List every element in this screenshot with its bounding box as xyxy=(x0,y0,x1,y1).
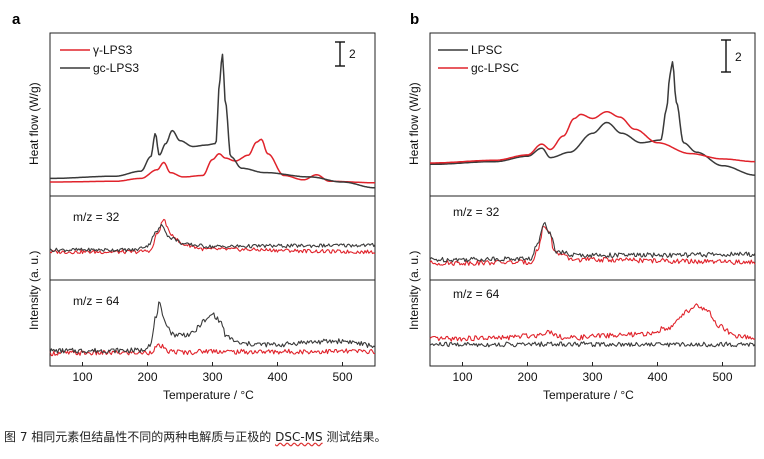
panel-b-scale-bar-label: 2 xyxy=(735,50,742,64)
panel-b-plot-area xyxy=(429,61,756,348)
x-tick-label: 500 xyxy=(712,370,732,384)
panel-b-intensity-ylabel: Intensity (a. u.) xyxy=(407,251,421,330)
panel-a-scale-bar-label: 2 xyxy=(349,47,356,61)
series-line-heat-lps3 xyxy=(50,138,376,184)
figure-caption: 图 7 相同元素但结晶性不同的两种电解质与正极的 DSC-MS 测试结果。 xyxy=(4,428,386,445)
panel-a: a Heat flow (W/g) Intensity (a. u.) Temp… xyxy=(12,11,376,402)
series-line-ms64-lps3 xyxy=(49,343,376,357)
panel-b-ms32-annotation: m/z = 32 xyxy=(453,205,500,219)
panel-letter-a: a xyxy=(12,11,21,28)
x-tick-label: 300 xyxy=(202,370,222,384)
series-line-heat-lpsc xyxy=(430,61,756,176)
series-line-ms64-gclps3 xyxy=(49,301,376,354)
caption-suffix: 测试结果。 xyxy=(322,430,387,444)
x-tick-label: 500 xyxy=(332,370,352,384)
series-line-ms32-gclps3 xyxy=(49,223,376,253)
panel-b-heatflow-ylabel: Heat flow (W/g) xyxy=(407,82,421,165)
panel-a-x-ticks: 100 200 300 400 500 xyxy=(72,362,353,384)
series-line-heat-gclpsc xyxy=(430,110,756,164)
series-line-ms64-lpsc xyxy=(429,341,756,348)
panel-a-heatflow-ylabel: Heat flow (W/g) xyxy=(27,82,41,165)
x-tick-label: 100 xyxy=(72,370,92,384)
panel-b-xlabel: Temperature / °C xyxy=(543,388,634,402)
panel-b-legend-label-1: LPSC xyxy=(471,43,503,57)
series-line-ms32-gclpsc xyxy=(429,226,756,266)
panel-b-frame xyxy=(429,32,756,367)
panel-a-legend-label-2: gc-LPS3 xyxy=(93,61,139,75)
x-tick-label: 100 xyxy=(452,370,472,384)
panel-letter-b: b xyxy=(410,11,419,28)
series-line-ms32-lpsc xyxy=(429,221,756,263)
x-tick-label: 300 xyxy=(582,370,602,384)
caption-prefix: 图 7 相同元素但结晶性不同的两种电解质与正极的 xyxy=(4,430,276,444)
panel-a-ms32-annotation: m/z = 32 xyxy=(73,210,120,224)
panel-a-legend-label-1: γ-LPS3 xyxy=(93,43,133,57)
panel-b-x-ticks: 100 200 300 400 500 xyxy=(452,362,733,384)
series-line-heat-gclps3 xyxy=(50,53,375,189)
series-line-ms64-gclpsc xyxy=(429,303,756,342)
x-tick-label: 400 xyxy=(267,370,287,384)
series-line-ms32-lps3 xyxy=(49,218,376,255)
panel-b-ms64-annotation: m/z = 64 xyxy=(453,287,500,301)
panel-a-xlabel: Temperature / °C xyxy=(163,388,254,402)
panel-a-ms64-annotation: m/z = 64 xyxy=(73,294,120,308)
x-tick-label: 400 xyxy=(647,370,667,384)
panel-a-frame xyxy=(49,32,376,367)
panel-b-legend-label-2: gc-LPSC xyxy=(471,61,519,75)
panel-b: b Heat flow (W/g) Intensity (a. u.) Temp… xyxy=(407,11,756,402)
x-tick-label: 200 xyxy=(137,370,157,384)
x-tick-label: 200 xyxy=(517,370,537,384)
caption-highlight: DSC-MS xyxy=(275,430,323,444)
panel-a-plot-area xyxy=(49,53,376,357)
panel-a-intensity-ylabel: Intensity (a. u.) xyxy=(27,251,41,330)
